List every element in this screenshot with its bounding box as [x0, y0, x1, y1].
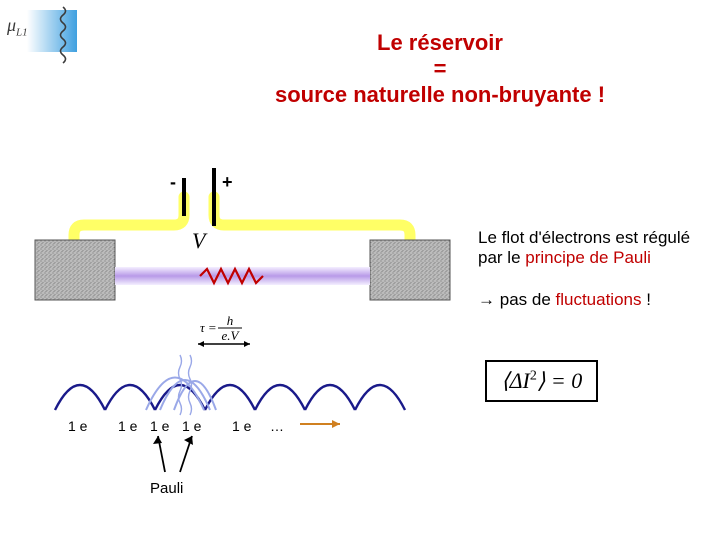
circuit-diagram: - + V τ = h e.V [0, 0, 480, 540]
battery-plus: + [222, 172, 233, 192]
reservoir-left [35, 240, 115, 300]
label-1e-1: 1 e [118, 418, 137, 434]
battery-minus: - [170, 172, 176, 192]
tau-formula: τ = h e.V [200, 313, 242, 343]
wave-train [55, 355, 405, 415]
svg-text:e.V: e.V [222, 328, 241, 343]
label-1e-3: 1 e [182, 418, 201, 434]
label-1e-2: 1 e [150, 418, 169, 434]
delta-i-formula: ⟨ΔI2⟩ = 0 [485, 360, 598, 402]
label-1e-ellipsis: … [270, 418, 284, 434]
side-text-fluct: → pas de fluctuations ! [478, 290, 708, 310]
pauli-label: Pauli [150, 480, 183, 497]
svg-text:h: h [227, 313, 234, 328]
side-text-pauli: Le flot d'électrons est régulé par le pr… [478, 228, 708, 268]
label-1e-4: 1 e [232, 418, 251, 434]
reservoir-right [370, 240, 450, 300]
voltage-label: V [192, 228, 208, 253]
label-1e-0: 1 e [68, 418, 87, 434]
svg-text:τ =: τ = [200, 320, 217, 335]
